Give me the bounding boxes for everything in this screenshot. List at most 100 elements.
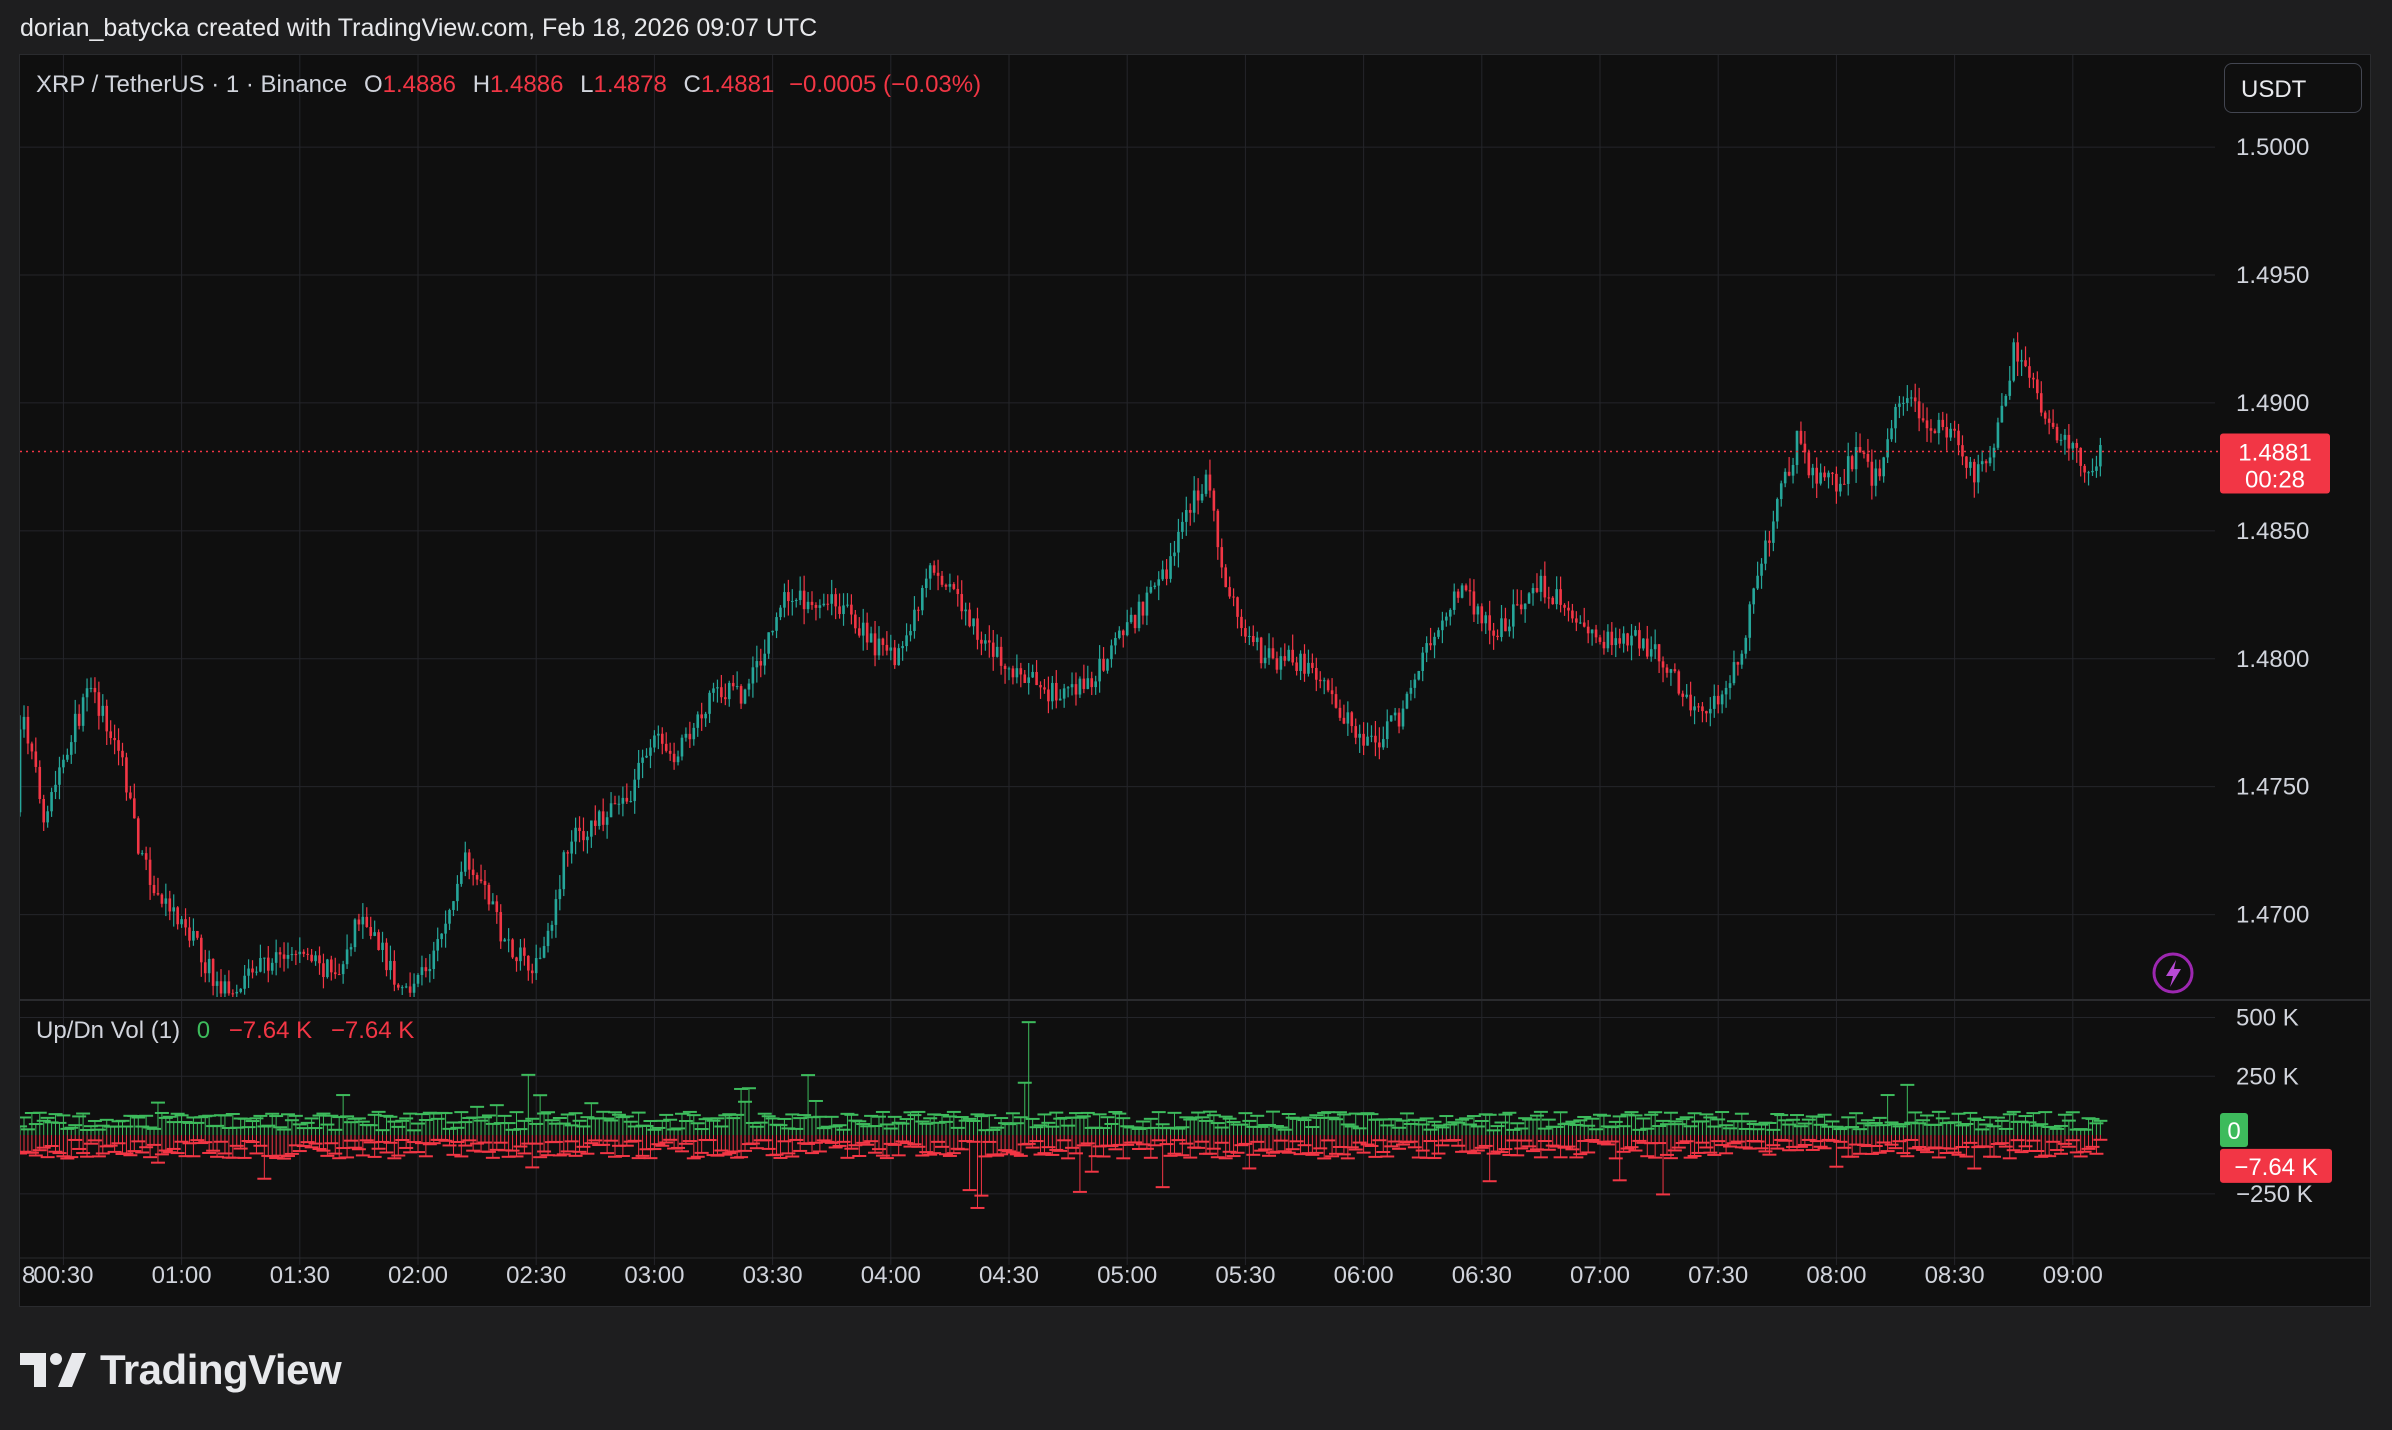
candle-body bbox=[2055, 426, 2059, 441]
candle-body bbox=[1362, 733, 1365, 746]
candle-body bbox=[377, 932, 380, 951]
candle-body bbox=[1074, 684, 1078, 695]
candle-body bbox=[1062, 688, 1066, 699]
candle-body bbox=[1023, 674, 1027, 683]
candle-body bbox=[1606, 631, 1610, 649]
candle-body bbox=[1106, 659, 1109, 671]
currency-button[interactable]: USDT bbox=[2224, 63, 2362, 113]
volume-tick-label: −250 K bbox=[2236, 1181, 2313, 1208]
candle-body bbox=[523, 947, 526, 956]
candle-body bbox=[960, 594, 964, 612]
candle-body bbox=[326, 959, 329, 978]
candle-body bbox=[196, 930, 199, 938]
candle-body bbox=[251, 968, 254, 973]
candle-body bbox=[1622, 633, 1625, 644]
candle-body bbox=[1366, 736, 1369, 746]
volume-indicator-name[interactable]: Up/Dn Vol (1) bbox=[36, 1017, 181, 1044]
candle-body bbox=[649, 747, 652, 756]
candle-body bbox=[672, 753, 676, 763]
candle-body bbox=[507, 939, 510, 941]
candle-body bbox=[2032, 377, 2035, 380]
candle-body bbox=[1114, 637, 1117, 646]
candle-body bbox=[637, 762, 640, 780]
candle-body bbox=[1480, 606, 1484, 624]
candle-body bbox=[298, 951, 302, 955]
candle-body bbox=[66, 754, 69, 760]
volume-legend: Up/Dn Vol (1) 0 −7.64 K −7.64 K bbox=[36, 1017, 414, 1045]
candle-body bbox=[1594, 629, 1598, 638]
grid bbox=[20, 55, 2370, 1265]
tradingview-brand[interactable]: TradingView bbox=[20, 1346, 342, 1394]
change-value: −0.0005 (−0.03%) bbox=[788, 71, 982, 98]
low-label: L bbox=[580, 71, 594, 98]
chart-canvas[interactable]: 1.5000 1.4950 1.4900 1.4850 1.4800 1.4750 1.47… bbox=[20, 55, 2371, 1307]
candle-body bbox=[1378, 742, 1381, 748]
time-tick-label: 06:30 bbox=[1452, 1262, 1512, 1289]
candle-body bbox=[1244, 628, 1247, 637]
candle-body bbox=[365, 916, 369, 928]
candle-body bbox=[1311, 662, 1314, 668]
candle-body bbox=[704, 713, 707, 719]
candle-body bbox=[235, 991, 239, 994]
candle-body bbox=[397, 984, 400, 988]
time-tick-label: 09:00 bbox=[2043, 1262, 2103, 1289]
candle-body bbox=[1200, 493, 1204, 501]
candle-body bbox=[1803, 443, 1807, 453]
candle-body bbox=[905, 635, 908, 647]
candle-body bbox=[1165, 569, 1168, 579]
candle-body bbox=[980, 639, 983, 644]
candle-body bbox=[420, 967, 424, 975]
candle-body bbox=[1764, 540, 1767, 564]
candle-body bbox=[597, 811, 601, 826]
candle-body bbox=[361, 916, 365, 925]
candle-body bbox=[69, 742, 73, 755]
candle-body bbox=[1228, 587, 1231, 597]
candle-body bbox=[739, 686, 743, 704]
candle-body bbox=[806, 601, 810, 610]
candle-body bbox=[1504, 618, 1507, 632]
candle-body bbox=[1492, 630, 1495, 636]
candle-body bbox=[1854, 447, 1858, 470]
candle-body bbox=[1724, 687, 1728, 695]
candle-body bbox=[1098, 658, 1101, 682]
close-label: C bbox=[683, 71, 701, 98]
candle-body bbox=[1870, 461, 1874, 486]
candle-body bbox=[570, 841, 573, 854]
candle-body bbox=[1515, 604, 1519, 606]
candle-body bbox=[172, 907, 176, 912]
candle-body bbox=[1082, 678, 1086, 689]
candle-body bbox=[1728, 683, 1732, 688]
candle-body bbox=[972, 618, 975, 627]
candle-body bbox=[2043, 412, 2047, 419]
candle-body bbox=[664, 743, 668, 751]
candle-body bbox=[1121, 630, 1125, 636]
candle-body bbox=[255, 971, 258, 973]
lightning-icon[interactable] bbox=[2152, 952, 2194, 994]
candle-body bbox=[1185, 510, 1188, 522]
candle-body bbox=[1642, 638, 1645, 649]
time-tick-label: 01:00 bbox=[152, 1262, 212, 1289]
candle-body bbox=[558, 889, 562, 900]
candle-body bbox=[140, 853, 144, 855]
candle-body bbox=[270, 962, 274, 971]
candle-body bbox=[26, 716, 30, 744]
chart-panel[interactable]: 1.5000 1.4950 1.4900 1.4850 1.4800 1.4750 1.47… bbox=[19, 54, 2371, 1307]
open-value: 1.4886 bbox=[382, 71, 457, 98]
candle-body bbox=[1709, 708, 1712, 714]
candle-body bbox=[1177, 531, 1180, 553]
candle-body bbox=[712, 688, 715, 693]
candle-body bbox=[46, 811, 49, 823]
candle-body bbox=[2095, 466, 2098, 471]
candle-body bbox=[1649, 649, 1653, 657]
candle-body bbox=[1630, 635, 1633, 646]
time-tick-label: 03:30 bbox=[743, 1262, 803, 1289]
candle-body bbox=[731, 682, 735, 687]
candle-body bbox=[747, 683, 751, 690]
candle-body bbox=[133, 798, 136, 819]
candle-body bbox=[1318, 679, 1322, 682]
candle-body bbox=[203, 962, 207, 974]
candle-body bbox=[1236, 597, 1239, 617]
candle-body bbox=[1153, 585, 1157, 587]
candle-body bbox=[660, 733, 664, 744]
symbol-title[interactable]: XRP / TetherUS · 1 · Binance bbox=[36, 71, 348, 98]
